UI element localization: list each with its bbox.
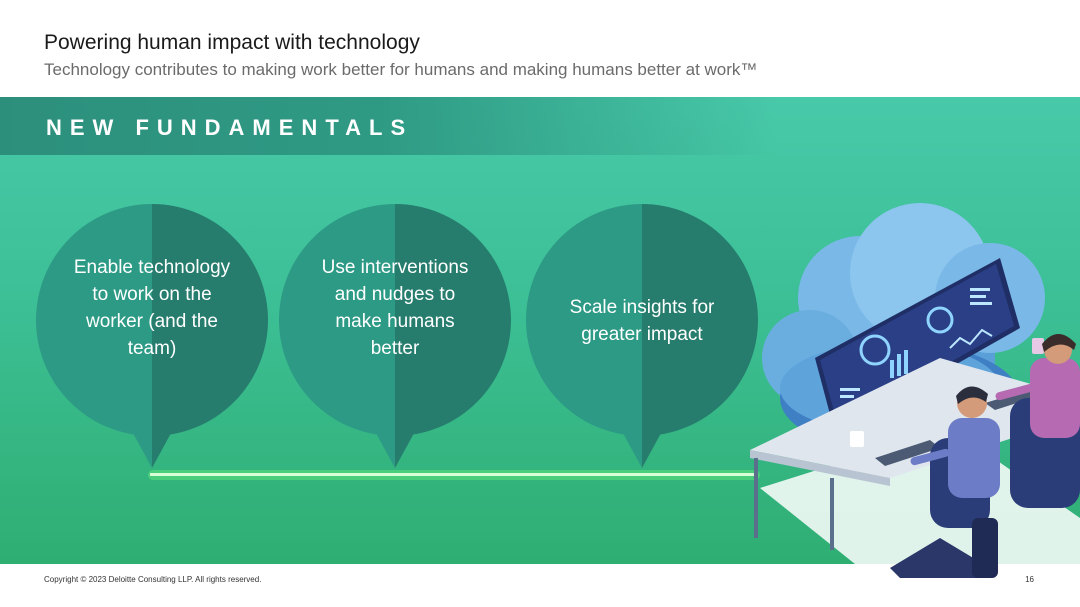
timeline-line [150,473,758,476]
dashboard-screen [815,258,1020,433]
page-number: 16 [1025,575,1034,584]
worker-back [995,334,1080,508]
slide-title: Powering human impact with technology [44,31,420,54]
speech-bubble-icon [526,204,758,468]
slide-subtitle: Technology contributes to making work be… [44,60,758,79]
section-label: NEW FUNDAMENTALS [46,115,414,140]
bubble-1: Enable technology to work on the worker … [36,204,268,474]
bubble-3-text: Scale insights for greater impact [569,297,715,345]
bubble-2: Use interventions and nudges to make hum… [279,204,511,474]
bubble-2-text: Use interventions and nudges to make hum… [321,257,469,359]
speech-bubble-icon [36,204,268,468]
cloud-computing-workers-icon [750,203,1080,578]
bubble-3: Scale insights for greater impact [526,204,758,474]
bubble-1-text: Enable technology to work on the worker … [73,257,231,359]
worker-front [890,386,1000,578]
speech-bubble-icon [279,204,511,468]
section-band: NEW FUNDAMENTALS [0,97,1080,155]
copyright-text: Copyright © 2023 Deloitte Consulting LLP… [44,575,262,584]
